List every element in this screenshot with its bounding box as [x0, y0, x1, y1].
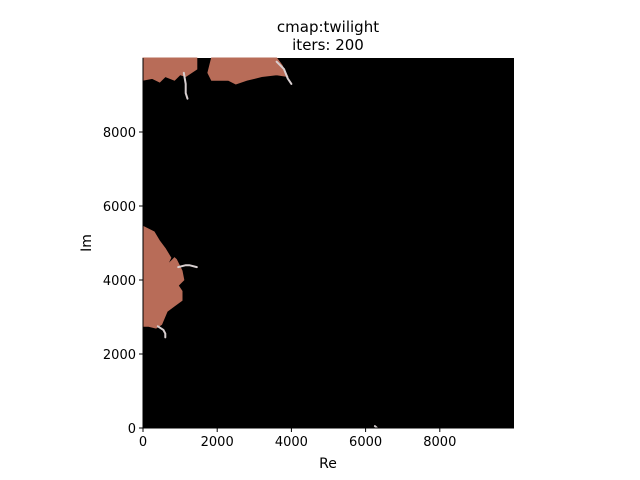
- y-axis: 0 2000 4000 6000 8000: [103, 126, 143, 437]
- title-line-2: iters: 200: [292, 36, 364, 54]
- y-tick-label: 2000: [103, 348, 136, 363]
- fractal-filament-top-filament-b: [275, 60, 293, 85]
- x-axis: 0 2000 4000 6000 8000: [139, 428, 456, 450]
- title-line-1: cmap:twilight: [277, 18, 379, 36]
- fractal-region-top-center-lobe: [207, 57, 289, 85]
- x-tick-label: 8000: [423, 435, 456, 450]
- fractal-filaments: [156, 60, 378, 429]
- x-tick-label: 2000: [201, 435, 234, 450]
- fractal-filament-left-filament-b: [156, 325, 167, 339]
- y-axis-label: Im: [79, 234, 95, 252]
- fractal-filament-top-filament-a: [182, 71, 189, 100]
- fractal-filament-left-filament-a: [177, 264, 198, 269]
- y-tick-label: 0: [128, 422, 136, 437]
- fractal-regions: [142, 57, 289, 329]
- x-tick-label: 4000: [275, 435, 308, 450]
- x-tick-label: 6000: [349, 435, 382, 450]
- fractal-region-top-left-lobe: [142, 57, 198, 83]
- y-tick-label: 6000: [103, 200, 136, 215]
- fractal-filament-bottom-speck: [373, 425, 378, 429]
- plot-area: [142, 57, 514, 429]
- x-tick-label: 0: [139, 435, 147, 450]
- y-tick-label: 8000: [103, 126, 136, 141]
- y-tick-label: 4000: [103, 274, 136, 289]
- heatmap-background: [143, 58, 514, 428]
- chart-title: cmap:twilight iters: 200: [277, 18, 379, 54]
- x-axis-label: Re: [319, 456, 337, 472]
